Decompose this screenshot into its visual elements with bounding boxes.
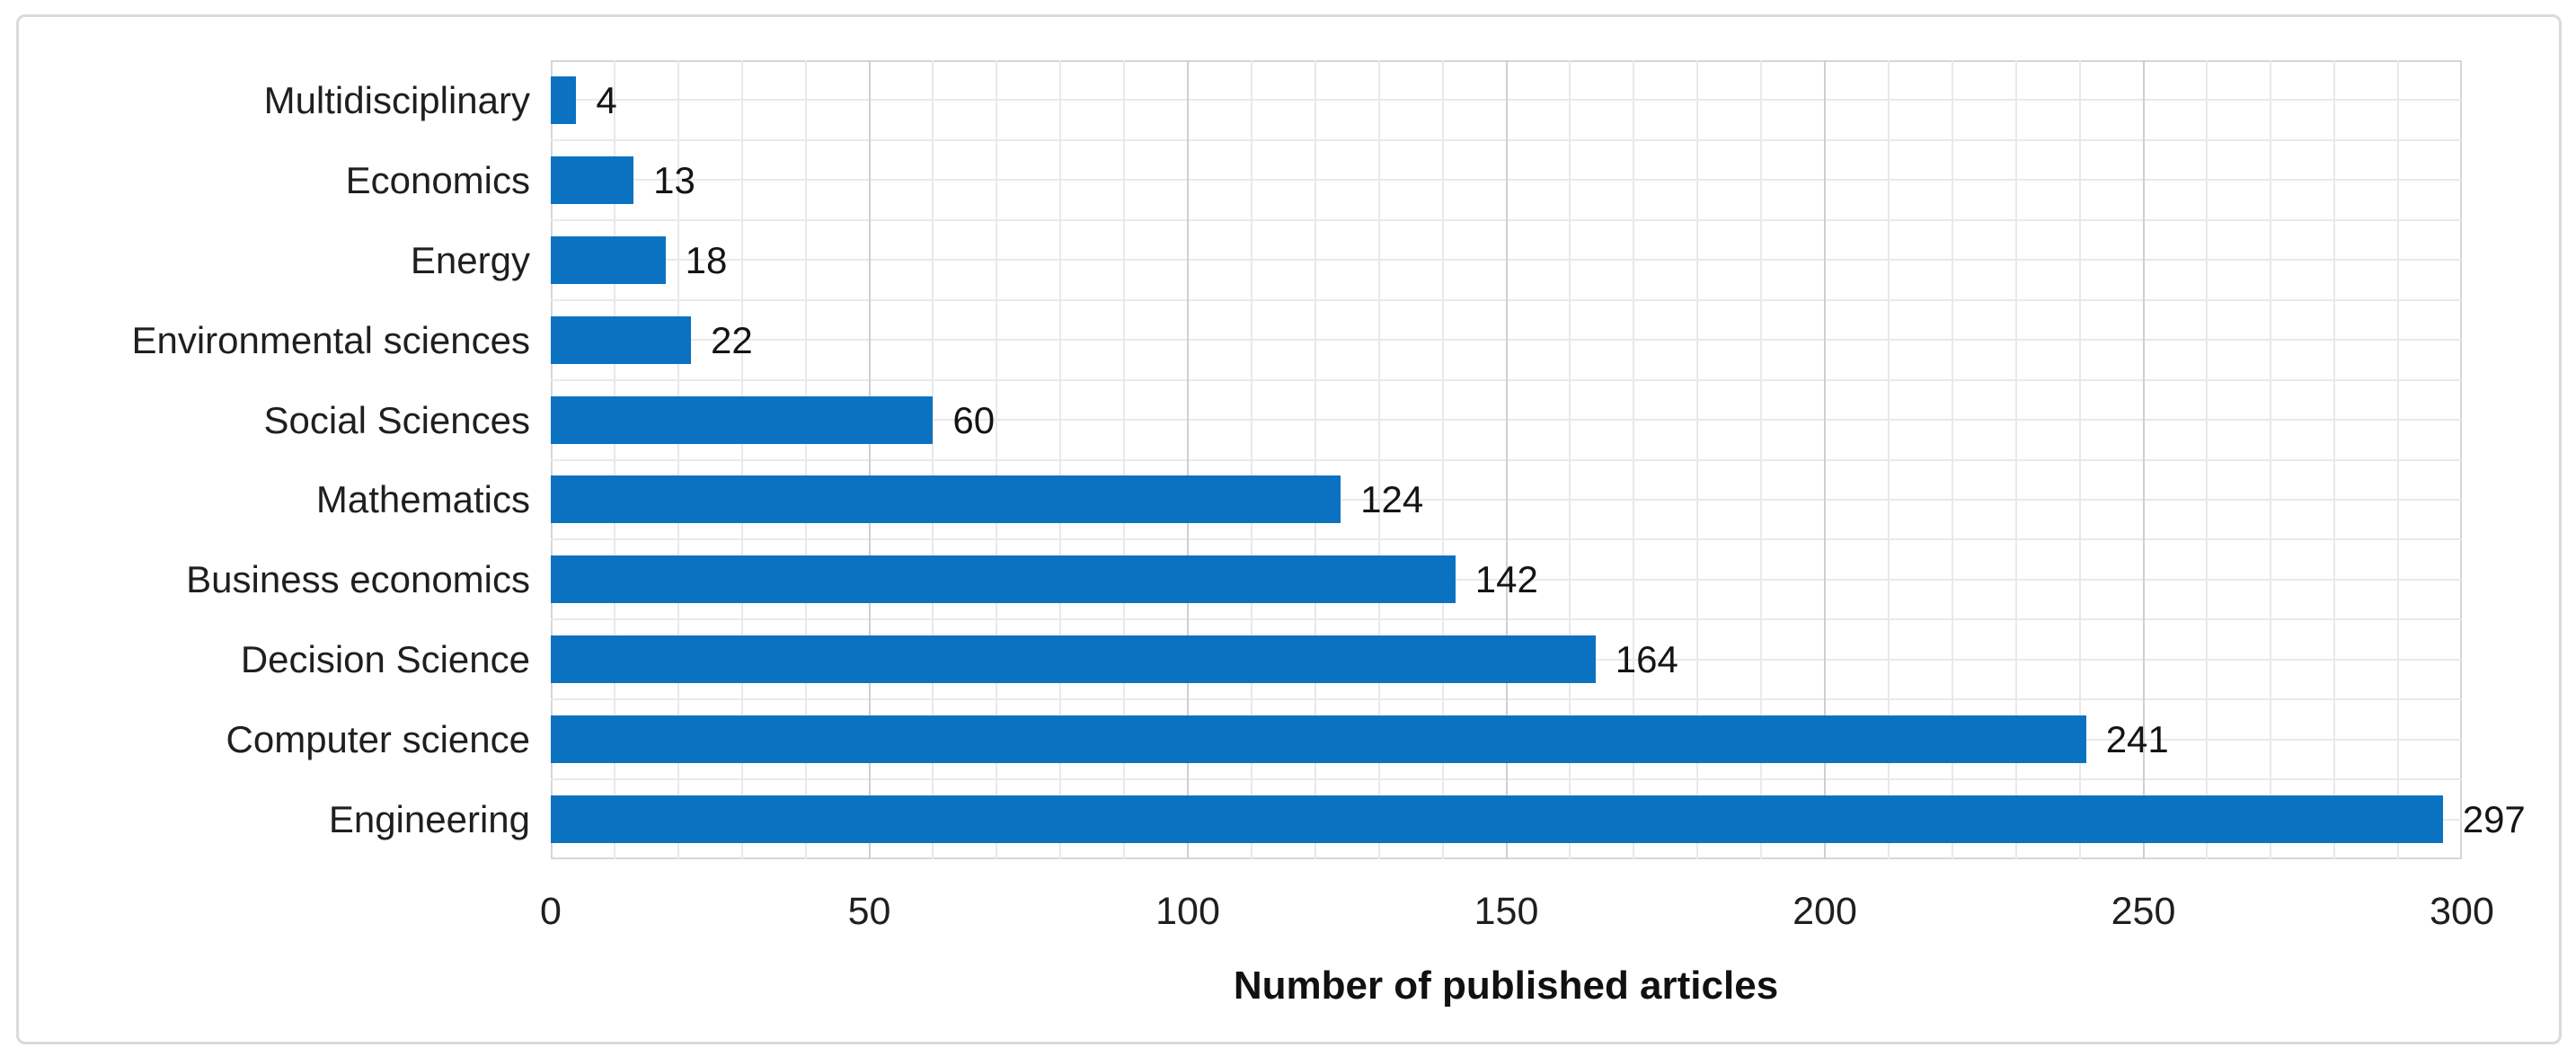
bar [551,475,1341,524]
category-label: Business economics [186,558,530,601]
bar [551,635,1596,684]
gridline-vertical-minor [804,60,807,859]
category-label: Engineering [328,798,530,841]
category-label: Decision Science [240,638,530,681]
bar-value-label: 4 [596,78,617,121]
gridline-vertical-minor [677,60,679,859]
bar [551,715,2086,764]
bar-value-label: 13 [653,158,695,201]
gridline-vertical-minor [2333,60,2336,859]
x-tick-label: 0 [540,890,562,933]
x-tick-label: 50 [847,890,891,933]
gridline-vertical-minor [996,60,998,859]
category-label: Energy [410,238,530,281]
gridline-vertical-minor [2206,60,2209,859]
x-tick-label: 250 [2111,890,2176,933]
gridline-vertical-major [1187,60,1189,859]
gridline-vertical-major [2142,60,2145,859]
bar [551,315,691,364]
bar-value-label: 124 [1360,478,1424,521]
x-tick-label: 200 [1793,890,1857,933]
gridline-vertical-minor [1377,60,1380,859]
x-tick-label: 300 [2430,890,2494,933]
gridline-vertical-minor [1059,60,1062,859]
gridline-vertical-minor [2014,60,2017,859]
gridline-vertical-minor [2270,60,2272,859]
bar [551,555,1456,604]
bar-value-label: 241 [2105,718,2169,761]
bar [551,395,934,444]
bar [551,155,634,204]
bar-value-label: 142 [1474,558,1538,601]
bar-value-label: 297 [2462,798,2526,841]
gridline-vertical-minor [1633,60,1635,859]
x-tick-label: 100 [1155,890,1220,933]
gridline-vertical-minor [1696,60,1699,859]
bar-value-label: 164 [1615,638,1678,681]
category-label: Economics [345,158,530,201]
bar-value-label: 18 [685,238,728,281]
category-label: Multidisciplinary [263,78,530,121]
x-axis-title: Number of published articles [1233,964,1779,1008]
gridline-vertical-major [1824,60,1826,859]
gridline-vertical-minor [1123,60,1126,859]
gridline-vertical-minor [1569,60,1571,859]
gridline-vertical-minor [1951,60,1953,859]
bar [551,795,2443,844]
category-label: Mathematics [315,478,530,521]
category-label: Computer science [226,718,530,761]
gridline-vertical-minor [2078,60,2081,859]
gridline-vertical-minor [1887,60,1890,859]
bar-value-label: 22 [710,318,753,361]
gridline-vertical-minor [1760,60,1763,859]
gridline-vertical-minor [1314,60,1316,859]
gridline-vertical-minor [613,60,615,859]
gridline-vertical-major [1505,60,1508,859]
bar [551,235,666,284]
gridline-vertical-minor [1250,60,1253,859]
gridline-vertical-major [868,60,871,859]
gridline-vertical-minor [1441,60,1444,859]
category-label: Social Sciences [263,398,530,441]
bar [551,76,577,124]
category-label: Environmental sciences [131,318,530,361]
bar-value-label: 60 [952,398,996,441]
x-tick-label: 150 [1474,890,1539,933]
gridline-vertical-minor [2397,60,2400,859]
gridline-vertical-minor [932,60,934,859]
gridline-vertical-minor [740,60,743,859]
